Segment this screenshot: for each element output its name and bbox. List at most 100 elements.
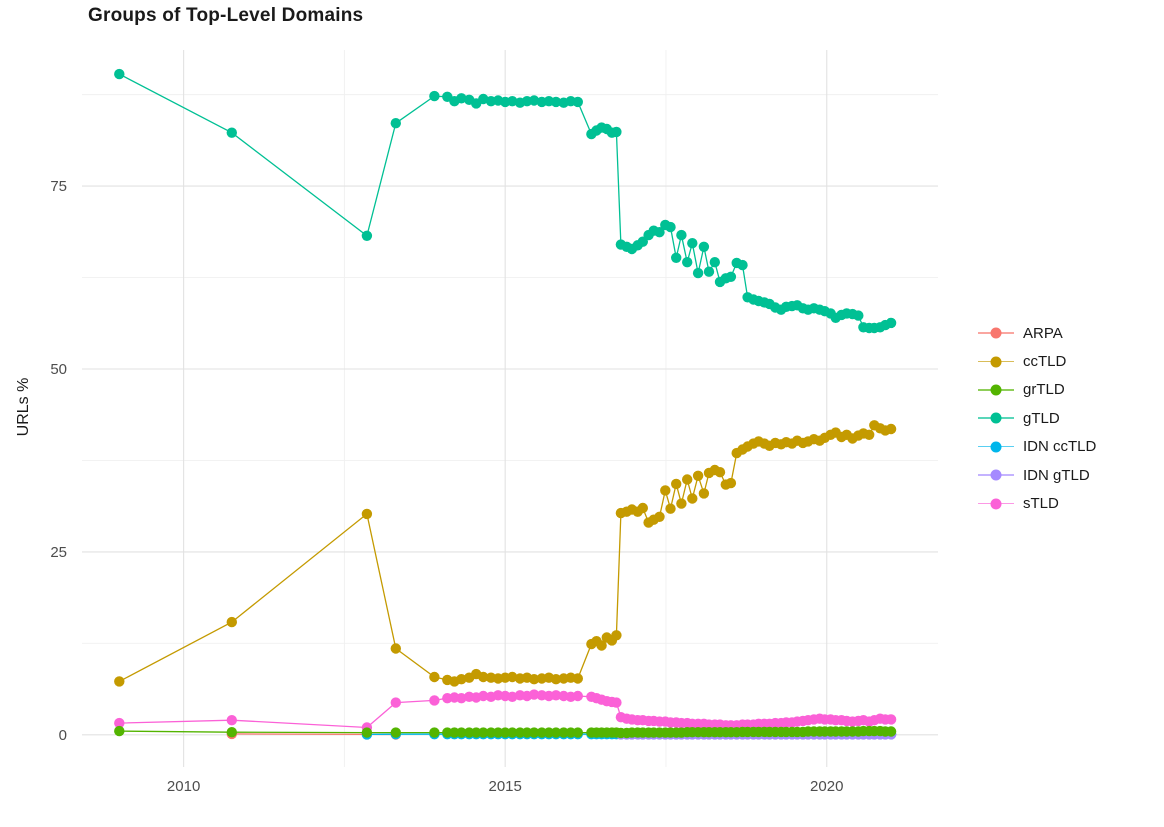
data-point	[456, 727, 467, 738]
data-point	[572, 96, 583, 108]
data-point	[390, 643, 401, 654]
data-point	[671, 252, 682, 263]
legend-key-icon	[978, 441, 1014, 453]
legend-item-label: IDN gTLD	[1023, 466, 1090, 484]
legend-key-icon	[978, 412, 1014, 424]
series-cctld	[114, 420, 897, 687]
data-point	[698, 241, 710, 252]
data-point	[361, 727, 373, 738]
legend-item-idn-cctld: IDN ccTLD	[978, 433, 1096, 461]
data-point	[429, 90, 440, 102]
y-axis-title: URLs %	[15, 377, 32, 437]
data-point	[507, 691, 518, 702]
data-point	[226, 616, 237, 628]
data-point	[507, 727, 518, 738]
y-tick-label: 25	[50, 544, 67, 561]
legend-item-label: gTLD	[1023, 409, 1060, 427]
data-point	[361, 230, 373, 241]
data-point	[853, 310, 864, 321]
data-point	[676, 498, 687, 509]
data-point	[611, 697, 622, 708]
data-point	[572, 673, 583, 684]
data-point	[665, 221, 676, 233]
series-stld	[114, 689, 897, 733]
data-point	[864, 429, 875, 440]
data-point	[528, 674, 540, 685]
legend-item-label: sTLD	[1023, 495, 1059, 513]
series-grtld	[114, 725, 897, 739]
data-point	[528, 689, 540, 700]
data-point	[390, 727, 401, 738]
data-point	[725, 271, 737, 282]
legend-item-cctld: ccTLD	[978, 347, 1096, 375]
data-point	[692, 470, 704, 481]
data-point	[611, 126, 622, 138]
data-point	[478, 671, 489, 683]
data-point	[528, 727, 540, 738]
data-point	[550, 690, 562, 701]
data-point	[456, 674, 467, 685]
legend-key-icon	[978, 469, 1014, 481]
legend-item-label: ARPA	[1023, 324, 1063, 342]
data-point	[507, 671, 518, 683]
data-point	[226, 715, 237, 726]
data-point	[714, 467, 726, 478]
data-point	[507, 96, 518, 107]
axis-tick-labels: 2010 2015 2020 0 25 50 75	[50, 178, 843, 795]
data-point	[361, 508, 373, 520]
data-point	[682, 257, 693, 268]
data-point	[114, 725, 125, 737]
data-point	[478, 690, 489, 702]
data-point	[611, 630, 622, 641]
data-point	[429, 671, 440, 683]
legend-item-label: grTLD	[1023, 381, 1065, 399]
data-point	[550, 674, 562, 685]
data-point	[698, 488, 710, 499]
data-point	[456, 693, 467, 704]
data-point	[114, 717, 125, 729]
x-tick-label: 2010	[167, 778, 200, 795]
data-point	[456, 93, 467, 104]
data-point	[692, 267, 704, 279]
data-point	[596, 640, 607, 651]
data-point	[226, 727, 237, 738]
data-point	[478, 727, 489, 738]
legend-item-label: ccTLD	[1023, 353, 1067, 371]
data-point	[390, 697, 401, 708]
data-point	[550, 96, 562, 108]
data-point	[687, 238, 698, 249]
y-tick-label: 0	[59, 727, 67, 744]
data-point	[654, 227, 665, 238]
data-point	[737, 259, 748, 271]
x-tick-label: 2020	[810, 778, 843, 795]
data-point	[687, 493, 698, 504]
data-point	[226, 127, 237, 138]
legend-item-grtld: grTLD	[978, 376, 1096, 404]
legend-item-gtld: gTLD	[978, 404, 1096, 432]
y-tick-label: 50	[50, 361, 67, 378]
legend: ARPA ccTLD grTLD gTLD IDN ccTLD IDN gTLD sTLD	[978, 319, 1096, 518]
data-point	[114, 676, 125, 687]
data-point	[703, 266, 715, 277]
data-point	[676, 229, 687, 241]
legend-item-arpa: ARPA	[978, 319, 1096, 347]
legend-key-icon	[978, 327, 1014, 339]
data-point	[660, 485, 671, 496]
data-point	[885, 726, 897, 737]
series-gtld	[114, 68, 897, 334]
data-point	[528, 95, 540, 106]
legend-item-idn-gtld: IDN gTLD	[978, 461, 1096, 489]
x-tick-label: 2015	[488, 778, 521, 795]
data-point	[637, 502, 648, 514]
data-point	[885, 317, 897, 329]
data-point	[725, 477, 737, 489]
data-point	[885, 423, 897, 435]
legend-key-icon	[978, 498, 1014, 510]
legend-item-label: IDN ccTLD	[1023, 438, 1097, 456]
legend-key-icon	[978, 356, 1014, 368]
y-tick-label: 75	[50, 178, 67, 195]
legend-key-icon	[978, 384, 1014, 396]
data-point	[390, 118, 401, 129]
